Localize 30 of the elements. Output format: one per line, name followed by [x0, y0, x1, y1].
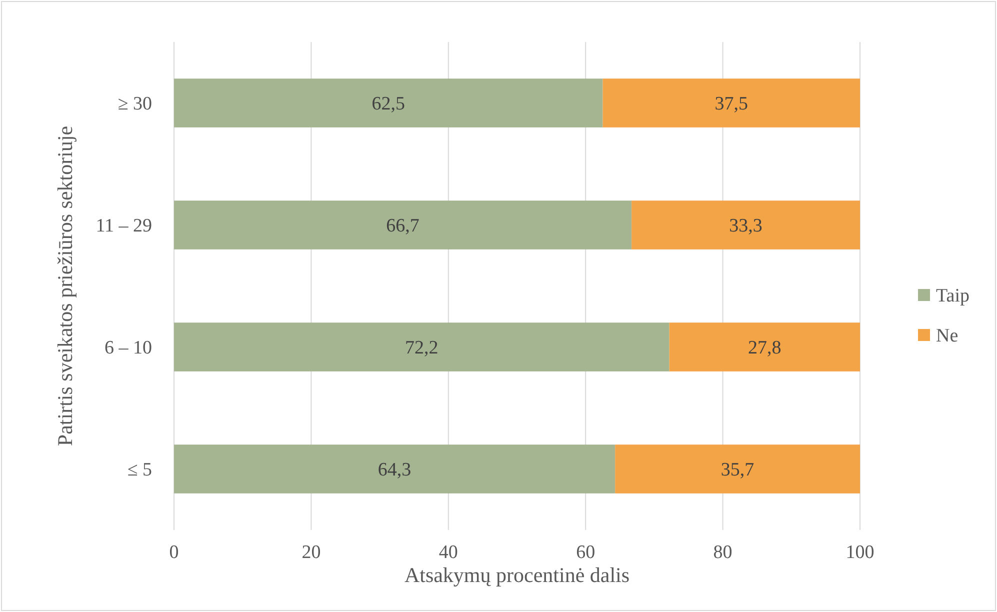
y-tick-label: 6 – 10 — [104, 338, 152, 359]
bar — [174, 78, 603, 128]
y-tick-label: ≤ 5 — [127, 460, 152, 481]
bar — [632, 200, 860, 250]
data-label: 27,8 — [748, 338, 782, 359]
data-label: 62,5 — [372, 94, 405, 115]
data-label: 72,2 — [405, 338, 438, 359]
x-tick-label: 60 — [576, 542, 596, 563]
data-label: 33,3 — [729, 216, 762, 237]
data-label: 64,3 — [378, 460, 412, 481]
bar — [174, 322, 670, 372]
data-label: 35,7 — [720, 460, 754, 481]
bar — [615, 444, 860, 494]
y-axis-title: Patirtis sveikatos priežiūros sektoriuje — [53, 126, 77, 446]
bar — [602, 78, 860, 128]
x-tick-label: 40 — [438, 542, 458, 563]
legend-label: Ne — [936, 326, 958, 347]
bar — [174, 444, 616, 494]
y-tick-label: 11 – 29 — [96, 216, 152, 237]
legend-label: Taip — [936, 286, 970, 307]
bar — [174, 200, 632, 250]
y-tick-label: ≥ 30 — [118, 94, 152, 115]
x-tick-label: 80 — [713, 542, 732, 563]
bar — [669, 322, 860, 372]
x-axis-title: Atsakymų procentinė dalis — [404, 563, 630, 587]
data-label: 37,5 — [714, 94, 748, 115]
x-tick-label: 20 — [302, 542, 321, 563]
x-tick-label: 100 — [846, 542, 874, 563]
data-label: 66,7 — [386, 216, 420, 237]
x-tick-label: 0 — [169, 542, 179, 563]
